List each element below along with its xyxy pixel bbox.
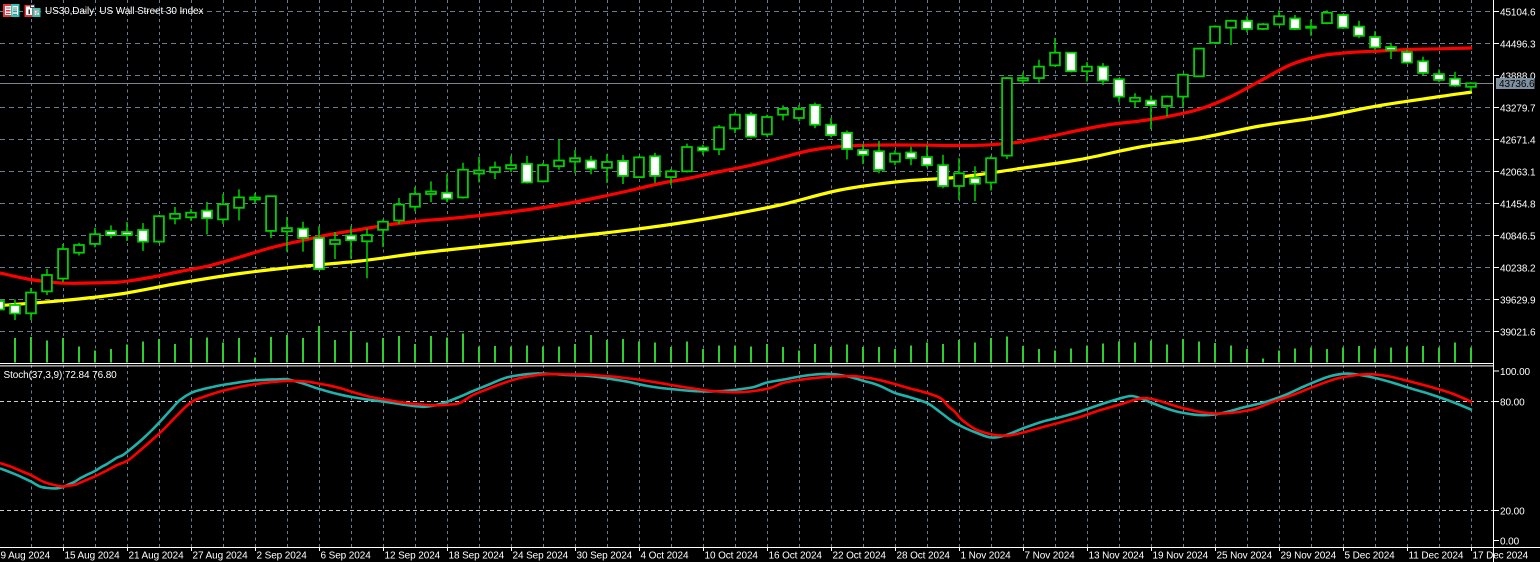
svg-text:6 Sep 2024: 6 Sep 2024 [321,551,372,562]
svg-text:11 Dec 2024: 11 Dec 2024 [1409,551,1464,562]
svg-text:2 Sep 2024: 2 Sep 2024 [257,551,308,562]
svg-text:25 Nov 2024: 25 Nov 2024 [1217,551,1273,562]
svg-text:44496.3: 44496.3 [1500,40,1536,51]
svg-text:Stoch(37,3,9) 72.84 76.80: Stoch(37,3,9) 72.84 76.80 [4,370,118,381]
svg-text:43279.7: 43279.7 [1500,104,1536,115]
svg-text:80.00: 80.00 [1500,398,1525,409]
svg-text:0.00: 0.00 [1500,537,1520,548]
svg-text:21 Aug 2024: 21 Aug 2024 [129,551,185,562]
svg-text:13 Nov 2024: 13 Nov 2024 [1089,551,1145,562]
svg-text:18 Sep 2024: 18 Sep 2024 [449,551,505,562]
svg-text:12 Sep 2024: 12 Sep 2024 [385,551,441,562]
svg-text:7 Nov 2024: 7 Nov 2024 [1025,551,1076,562]
svg-text:43888.0: 43888.0 [1500,72,1536,83]
svg-text:5 Dec 2024: 5 Dec 2024 [1345,551,1396,562]
svg-text:39021.6: 39021.6 [1500,328,1536,339]
svg-text:1 Nov 2024: 1 Nov 2024 [961,551,1012,562]
svg-text:42671.4: 42671.4 [1500,136,1536,147]
svg-text:39629.9: 39629.9 [1500,296,1536,307]
svg-text:20.00: 20.00 [1500,507,1525,518]
svg-text:27 Aug 2024: 27 Aug 2024 [193,551,249,562]
svg-text:30 Sep 2024: 30 Sep 2024 [577,551,633,562]
svg-text:9 Aug 2024: 9 Aug 2024 [1,551,51,562]
svg-text:4 Oct 2024: 4 Oct 2024 [641,551,689,562]
svg-text:17 Dec 2024: 17 Dec 2024 [1473,551,1529,562]
svg-text:19 Nov 2024: 19 Nov 2024 [1153,551,1209,562]
svg-text:15 Aug 2024: 15 Aug 2024 [65,551,121,562]
svg-text:45104.6: 45104.6 [1500,8,1536,19]
svg-text:41454.8: 41454.8 [1500,200,1536,211]
svg-text:43736.6: 43736.6 [1499,79,1535,90]
svg-text:40846.5: 40846.5 [1500,232,1536,243]
svg-text:100.00: 100.00 [1500,367,1531,378]
svg-text:24 Sep 2024: 24 Sep 2024 [513,551,569,562]
svg-text:US30,Daily: US Wall Street 30: US30,Daily: US Wall Street 30 Index [45,6,204,17]
svg-text:42063.1: 42063.1 [1500,168,1536,179]
svg-text:22 Oct 2024: 22 Oct 2024 [833,551,887,562]
svg-text:40238.2: 40238.2 [1500,264,1536,275]
svg-text:16 Oct 2024: 16 Oct 2024 [769,551,823,562]
svg-text:28 Oct 2024: 28 Oct 2024 [897,551,951,562]
svg-text:10 Oct 2024: 10 Oct 2024 [705,551,759,562]
svg-text:29 Nov 2024: 29 Nov 2024 [1281,551,1337,562]
